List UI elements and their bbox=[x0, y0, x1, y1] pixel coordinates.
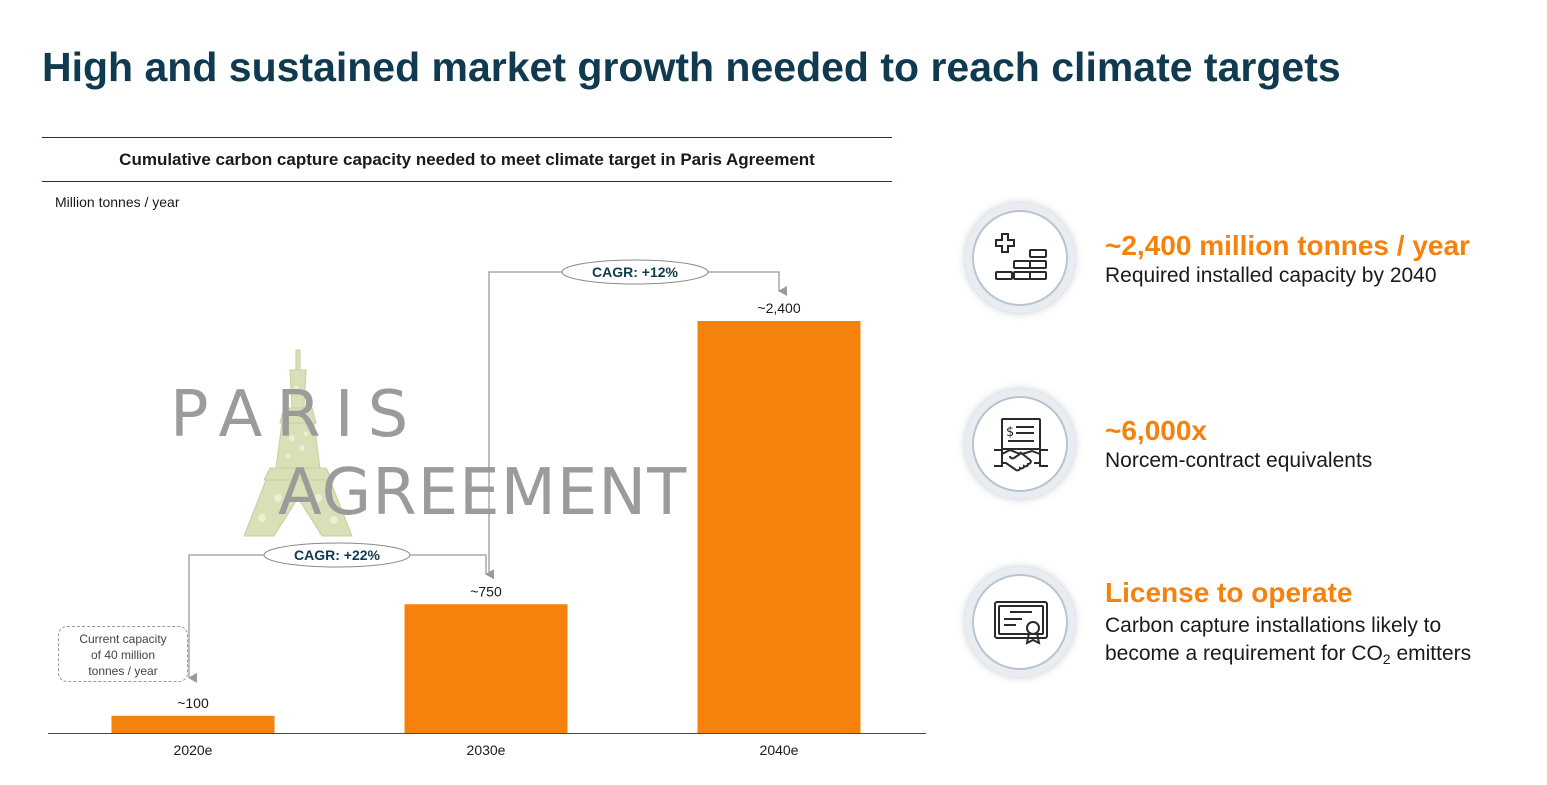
chart-title-rule-bottom bbox=[42, 181, 892, 182]
feature-icon-circle: $ bbox=[965, 389, 1075, 499]
svg-text:$: $ bbox=[1006, 425, 1014, 440]
feature-description-tail: emitters bbox=[1396, 642, 1472, 665]
feature-description: Required installed capacity by 2040 bbox=[1105, 264, 1437, 287]
bar-2020e bbox=[111, 715, 275, 733]
feature-capacity: ~2,400 million tonnes / year Required in… bbox=[965, 203, 1545, 313]
cagr-label: CAGR: +22% bbox=[294, 547, 381, 563]
chart-title: Cumulative carbon capture capacity neede… bbox=[119, 150, 815, 169]
logo-text-agreement: AGREEMENT bbox=[278, 456, 688, 530]
cagr-pill bbox=[263, 542, 411, 568]
contract-handshake-icon: $ bbox=[994, 418, 1048, 472]
value-label: ~750 bbox=[470, 583, 502, 599]
feature-headline: ~2,400 million tonnes / year bbox=[1105, 230, 1470, 261]
cagr-label: CAGR: +12% bbox=[592, 264, 679, 280]
feature-icon-circle bbox=[965, 203, 1075, 313]
chart-title-rule-top bbox=[42, 137, 892, 138]
capacity-blocks-icon bbox=[995, 233, 1047, 280]
current-capacity-note: Current capacity of 40 million tonnes / … bbox=[58, 626, 188, 682]
eiffel-tower-icon bbox=[243, 349, 353, 537]
feature-contracts: $ ~6,000x Norcem-contract equivalents bbox=[965, 389, 1545, 499]
feature-description: Carbon capture installations likely to b… bbox=[1105, 612, 1505, 668]
category-label: 2030e bbox=[467, 742, 506, 758]
value-label: ~2,400 bbox=[757, 300, 800, 316]
value-label: ~100 bbox=[177, 695, 209, 711]
feature-description-subscript: 2 bbox=[1382, 651, 1391, 667]
certificate-icon bbox=[994, 601, 1048, 645]
category-label: 2020e bbox=[174, 742, 213, 758]
page-title: High and sustained market growth needed … bbox=[42, 44, 1341, 90]
feature-description-text: Carbon capture installations likely to b… bbox=[1105, 614, 1442, 665]
feature-headline: ~6,000x bbox=[1105, 415, 1207, 446]
logo-text-paris: PARIS bbox=[170, 378, 423, 452]
bar-2040e bbox=[697, 321, 861, 733]
feature-license: License to operate Carbon capture instal… bbox=[965, 567, 1545, 677]
chart-unit-label: Million tonnes / year bbox=[55, 194, 180, 210]
feature-icon-circle bbox=[965, 567, 1075, 677]
paris-agreement-logo: PARIS AGREEMENT bbox=[166, 348, 686, 538]
bar-chart: ~100 2020e ~750 2030e ~2,400 2040e CAGR: +22% C… bbox=[48, 259, 926, 758]
cagr-pill bbox=[561, 259, 709, 285]
feature-description: Norcem-contract equivalents bbox=[1105, 449, 1373, 472]
feature-headline: License to operate bbox=[1105, 577, 1353, 608]
category-label: 2040e bbox=[760, 742, 799, 758]
bar-2030e bbox=[404, 604, 568, 733]
